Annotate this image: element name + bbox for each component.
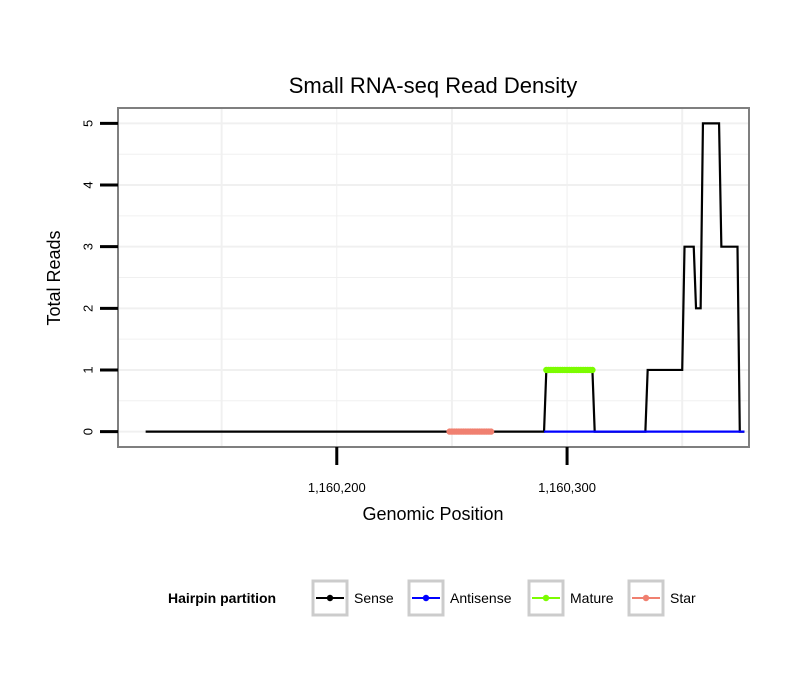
legend-item-sense: Sense xyxy=(311,579,394,617)
y-tick-label: 4 xyxy=(81,181,96,188)
legend-label-antisense: Antisense xyxy=(450,590,512,606)
chart-title: Small RNA-seq Read Density xyxy=(289,73,578,98)
legend-label-mature: Mature xyxy=(570,590,614,606)
legend-item-star: Star xyxy=(627,579,696,617)
series-layer xyxy=(145,122,745,435)
series-point-star xyxy=(487,428,495,435)
x-tick-label: 1,160,300 xyxy=(538,480,596,495)
series-point-mature xyxy=(589,366,596,374)
y-tick-label: 1 xyxy=(81,366,96,373)
x-tick-label: 1,160,200 xyxy=(308,480,366,495)
legend-key-point xyxy=(326,594,334,602)
y-tick-label: 3 xyxy=(81,243,96,250)
x-axis-label: Genomic Position xyxy=(362,504,503,524)
y-tick-label: 0 xyxy=(81,428,96,435)
legend-item-antisense: Antisense xyxy=(407,579,512,617)
legend-label-sense: Sense xyxy=(354,590,394,606)
y-tick-label: 2 xyxy=(81,305,96,312)
legend-title: Hairpin partition xyxy=(168,590,276,606)
plot-panel-border xyxy=(117,107,750,448)
legend-key-point xyxy=(542,594,550,602)
grid xyxy=(118,108,749,447)
legend-item-mature: Mature xyxy=(527,579,614,617)
axes: 0 1 2 3 4 5 1,160,200 1,160,300 xyxy=(81,120,596,495)
legend: Hairpin partition Sense Antisense Mature St… xyxy=(168,579,696,617)
y-tick-label: 5 xyxy=(81,120,96,127)
legend-label-star: Star xyxy=(670,590,696,606)
legend-key-point xyxy=(642,594,650,602)
legend-key-point xyxy=(422,594,430,602)
y-axis-label: Total Reads xyxy=(44,230,64,325)
